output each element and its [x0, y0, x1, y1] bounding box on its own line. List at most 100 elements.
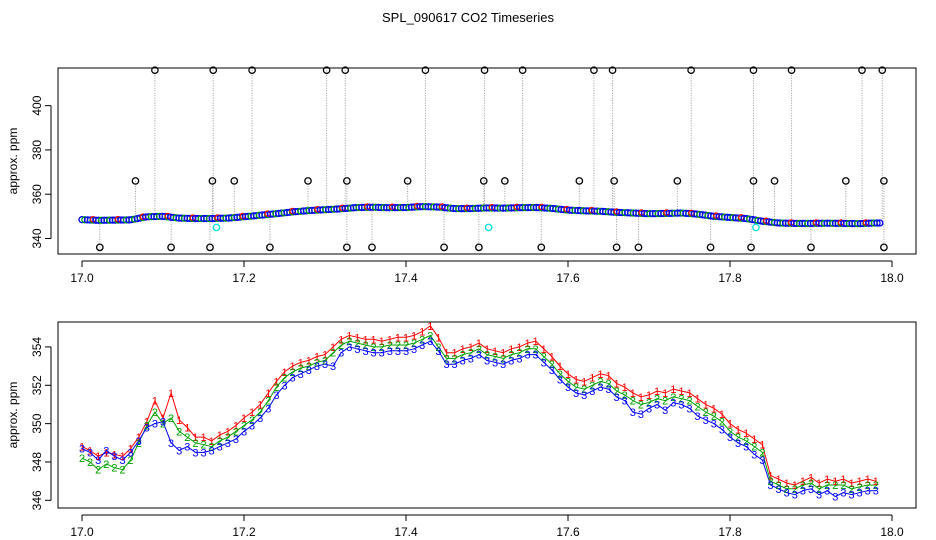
- series-marker-1: 1: [144, 417, 150, 429]
- series-marker-3: 3: [314, 361, 320, 373]
- series-marker-2: 2: [95, 465, 101, 477]
- series-marker-1: 1: [832, 476, 838, 488]
- series-marker-1: 1: [638, 392, 644, 404]
- series-marker-1: 1: [589, 373, 595, 385]
- series-marker-2: 2: [460, 350, 466, 362]
- x-tick-label: 17.6: [556, 525, 580, 539]
- series-marker-2: 2: [217, 436, 223, 448]
- outlier-point: [858, 66, 866, 75]
- series-marker-2: 2: [241, 421, 247, 433]
- x-tick-label: 18.0: [880, 271, 904, 285]
- series-marker-2: 2: [371, 342, 377, 354]
- series-marker-2: 2: [873, 480, 879, 492]
- series-marker-3: 3: [298, 369, 304, 381]
- series-marker-1: 1: [314, 352, 320, 364]
- series-marker-1: 1: [265, 388, 271, 400]
- series-marker-1: 1: [233, 421, 239, 433]
- series-marker-1: 1: [857, 476, 863, 488]
- series-marker-2: 2: [711, 411, 717, 423]
- series-marker-1: 1: [298, 357, 304, 369]
- series-marker-3: 3: [581, 390, 587, 402]
- outlier-point: [612, 243, 621, 252]
- series-marker-1: 1: [281, 367, 287, 379]
- series-marker-3: 3: [476, 350, 482, 362]
- series-marker-3: 3: [816, 490, 822, 502]
- series-line-1: [81, 325, 876, 486]
- series-marker-3: 3: [541, 357, 547, 369]
- series-marker-3: 3: [557, 375, 563, 387]
- series-marker-1: 1: [257, 399, 263, 411]
- series-marker-3: 3: [735, 438, 741, 450]
- series-marker-1: 1: [87, 445, 93, 457]
- flagged-point: [212, 223, 221, 232]
- series-marker-1: 1: [767, 470, 773, 482]
- series-marker-2: 2: [484, 350, 490, 362]
- series-marker-1: 1: [865, 474, 871, 486]
- series-marker-1: 1: [516, 342, 522, 354]
- series-marker-3: 3: [128, 447, 134, 459]
- series-marker-2: 2: [832, 480, 838, 492]
- outlier-point: [322, 66, 331, 75]
- series-marker-2: 2: [111, 463, 117, 475]
- series-marker-2: 2: [662, 396, 668, 408]
- series-marker-3: 3: [865, 486, 871, 498]
- series-marker-3: 3: [281, 380, 287, 392]
- series-marker-1: 1: [695, 394, 701, 406]
- series-marker-1: 1: [419, 327, 425, 339]
- series-marker-1: 1: [200, 432, 206, 444]
- series-marker-1: 1: [217, 430, 223, 442]
- series-marker-3: 3: [371, 348, 377, 360]
- outlier-point: [590, 66, 598, 75]
- bottom-axes: 17.0 17.2 17.4 17.6 17.8 18.0 346 348 350 352 354: [30, 337, 904, 539]
- series-marker-2: 2: [719, 417, 725, 429]
- series-marker-2: 2: [565, 376, 571, 388]
- series-marker-3: 3: [848, 490, 854, 502]
- series-marker-3: 3: [306, 365, 312, 377]
- y-tick-label: 350: [30, 413, 44, 433]
- series-marker-2: 2: [322, 355, 328, 367]
- series-marker-3: 3: [200, 447, 206, 459]
- series-marker-1: 1: [557, 361, 563, 373]
- series-marker-2: 2: [265, 396, 271, 408]
- series-marker-3: 3: [330, 361, 336, 373]
- series-marker-2: 2: [290, 367, 296, 379]
- series-marker-2: 2: [273, 382, 279, 394]
- series-marker-2: 2: [452, 353, 458, 365]
- top-axes: 17.0 17.2 17.4 17.6 17.8 18.0 340 360 380 400: [30, 95, 904, 285]
- baseline-point: [873, 219, 881, 227]
- series-marker-1: 1: [549, 352, 555, 364]
- y-tick-label: 340: [30, 228, 44, 248]
- outlier-point: [266, 243, 274, 252]
- outlier-point: [687, 66, 695, 75]
- series-marker-3: 3: [743, 442, 749, 454]
- series-marker-3: 3: [573, 388, 579, 400]
- series-marker-1: 1: [354, 332, 360, 344]
- series-marker-1: 1: [727, 419, 733, 431]
- series-marker-3: 3: [630, 407, 636, 419]
- series-marker-1: 1: [330, 342, 336, 354]
- series-marker-3: 3: [784, 488, 790, 500]
- series-marker-2: 2: [597, 376, 603, 388]
- series-marker-2: 2: [395, 340, 401, 352]
- series-marker-1: 1: [776, 474, 782, 486]
- series-marker-1: 1: [184, 422, 190, 434]
- series-marker-3: 3: [322, 359, 328, 371]
- series-marker-3: 3: [346, 342, 352, 354]
- series-marker-3: 3: [217, 442, 223, 454]
- series-marker-1: 1: [533, 336, 539, 348]
- series-marker-3: 3: [387, 346, 393, 358]
- series-marker-3: 3: [460, 355, 466, 367]
- series-marker-3: 3: [597, 382, 603, 394]
- series-marker-2: 2: [443, 353, 449, 365]
- outlier-point: [475, 243, 483, 252]
- series-marker-1: 1: [719, 409, 725, 421]
- outlier-point: [206, 243, 214, 252]
- outlier-point: [368, 243, 376, 252]
- series-marker-2: 2: [670, 392, 676, 404]
- x-tick-label: 17.0: [70, 271, 94, 285]
- series-marker-3: 3: [824, 486, 830, 498]
- series-marker-3: 3: [605, 384, 611, 396]
- outlier-point: [537, 243, 546, 252]
- series-marker-3: 3: [516, 353, 522, 365]
- series-marker-2: 2: [500, 353, 506, 365]
